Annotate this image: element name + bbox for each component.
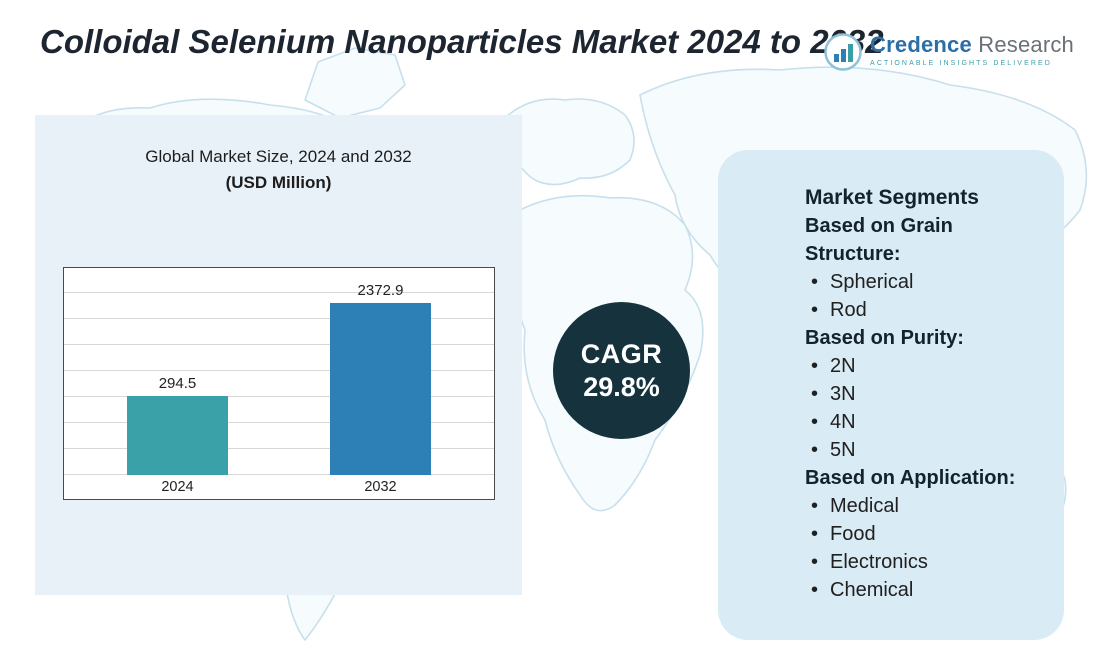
credence-research-logo: Credence Research Actionable Insights De…: [823, 32, 1074, 77]
bars-row: 294.5 2372.9: [64, 268, 494, 475]
bar-chart: 294.5 2372.9 2024 2032: [63, 267, 495, 500]
category-label: 2024: [161, 479, 194, 495]
segment-group-purity: Based on Purity: 2N 3N 4N 5N: [805, 324, 1044, 464]
segment-item: 5N: [805, 436, 1044, 464]
market-segments-panel: Market Segments Based on Grain Structure…: [718, 150, 1064, 640]
segment-item: Rod: [805, 296, 1044, 324]
logo-brand-secondary: Research: [978, 32, 1074, 57]
segment-item: 3N: [805, 380, 1044, 408]
logo-tagline: Actionable Insights Delivered: [870, 60, 1052, 67]
bar-value-label: 294.5: [158, 375, 197, 393]
segment-item: Medical: [805, 492, 1044, 520]
market-size-panel: Global Market Size, 2024 and 2032 (USD M…: [35, 115, 522, 595]
segment-item: Electronics: [805, 548, 1044, 576]
page-title: Colloidal Selenium Nanoparticles Market …: [40, 23, 884, 60]
cagr-value: 29.8%: [583, 371, 660, 402]
cagr-badge: CAGR 29.8%: [553, 302, 690, 439]
cagr-label: CAGR: [580, 338, 663, 369]
segment-group-heading: Based on Purity:: [805, 327, 964, 349]
segment-group-application: Based on Application: Medical Food Elect…: [805, 464, 1044, 604]
bar-value-label: 2372.9: [357, 282, 404, 300]
chart-title-block: Global Market Size, 2024 and 2032 (USD M…: [35, 147, 522, 193]
segment-group-grain-structure: Based on Grain Structure: Spherical Rod: [805, 212, 1044, 324]
segment-item: Food: [805, 520, 1044, 548]
logo-chart-icon: [823, 32, 863, 77]
chart-title: Global Market Size, 2024 and 2032: [145, 147, 412, 166]
segments-title: Market Segments: [805, 186, 979, 209]
bar-2024: [127, 396, 228, 475]
categories-row: 2024 2032: [64, 475, 494, 499]
chart-subtitle: (USD Million): [225, 173, 332, 192]
segment-group-heading: Based on Application:: [805, 467, 1016, 489]
category-label: 2032: [364, 479, 397, 495]
segment-item: 2N: [805, 352, 1044, 380]
segment-group-heading: Based on Grain Structure:: [805, 215, 953, 265]
bar-column: 2372.9: [330, 268, 431, 475]
bar-2032: [330, 303, 431, 475]
bar-column: 294.5: [127, 268, 228, 475]
logo-wordmark: Credence Research: [870, 32, 1074, 58]
segment-item: 4N: [805, 408, 1044, 436]
logo-brand-primary: Credence: [870, 32, 972, 57]
logo-text: Credence Research Actionable Insights De…: [870, 32, 1074, 67]
segment-item: Chemical: [805, 576, 1044, 604]
segment-item: Spherical: [805, 268, 1044, 296]
